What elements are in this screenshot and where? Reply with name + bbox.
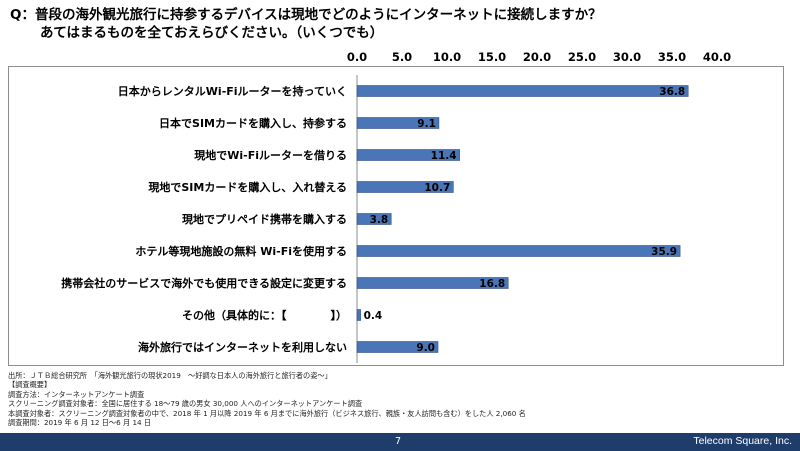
category-label: 日本でSIMカードを購入し、持参する xyxy=(159,116,347,130)
source-line: スクリーニング調査対象者：全国に居住する 18～79 歳の男女 30,000 人… xyxy=(8,399,363,409)
bar xyxy=(356,149,460,161)
question-line-1: Q：普段の海外観光旅行に持参するデバイスは現地でどのようにインターネットに接続し… xyxy=(10,7,602,23)
bar xyxy=(356,117,440,129)
data-label: 10.7 xyxy=(424,182,450,194)
source-line: 出所：ＪＴＢ総合研究所 「海外観光旅行の現状2019 ～好調な日本人の海外旅行と… xyxy=(8,371,332,380)
category-label: 現地でプリペイド携帯を購入する xyxy=(182,212,347,226)
x-tick-label: 35.0 xyxy=(658,50,686,64)
category-label: その他（具体的に：【 】） xyxy=(182,308,347,322)
data-label: 11.4 xyxy=(431,150,457,162)
x-tick-label: 0.0 xyxy=(347,50,367,64)
bar xyxy=(356,277,509,289)
data-label: 9.0 xyxy=(416,342,435,354)
bar xyxy=(356,213,392,225)
x-tick-label: 15.0 xyxy=(478,50,506,64)
x-tick-label: 40.0 xyxy=(703,50,731,64)
bar xyxy=(356,181,454,193)
source-line: 【調査概要】 xyxy=(8,380,52,390)
data-label: 35.9 xyxy=(651,246,677,258)
data-label: 0.4 xyxy=(364,310,383,322)
category-label: 現地でSIMカードを購入し、入れ替える xyxy=(148,180,347,194)
category-label: 日本からレンタルWi-Fiルーターを持っていく xyxy=(118,84,347,98)
data-label: 9.1 xyxy=(417,118,436,130)
bar xyxy=(356,245,681,257)
category-label: 現地でWi-Fiルーターを借りる xyxy=(194,148,347,162)
footer-bar: 7 Telecom Square, Inc. xyxy=(0,433,800,451)
data-label: 3.8 xyxy=(370,214,389,226)
bar xyxy=(356,309,361,321)
source-line: 本調査対象者：スクリーニング調査対象者の中で、2018 年 1 月以降 2019… xyxy=(8,408,526,418)
bar xyxy=(356,85,689,97)
category-label: ホテル等現地施設の無料 Wi-Fiを使用する xyxy=(135,244,347,258)
x-tick-label: 5.0 xyxy=(392,50,412,64)
source-line: 調査方法：インターネットアンケート調査 xyxy=(8,389,145,399)
source-line: 調査期間：2019 年 6 月 12 日～6 月 14 日 xyxy=(8,418,152,428)
x-tick-label: 10.0 xyxy=(433,50,461,64)
page-number: 7 xyxy=(395,436,402,447)
data-label: 36.8 xyxy=(659,86,685,98)
question-line-2: あてはまるものを全ておえらびください。（いくつでも） xyxy=(40,25,384,41)
question-title: Q：普段の海外観光旅行に持参するデバイスは現地でどのようにインターネットに接続し… xyxy=(10,6,790,42)
chart-frame xyxy=(8,66,784,366)
bar xyxy=(356,341,439,353)
x-tick-label: 20.0 xyxy=(523,50,551,64)
data-label: 16.8 xyxy=(479,278,505,290)
x-tick-label: 30.0 xyxy=(613,50,641,64)
source-notes: 出所：ＪＴＢ総合研究所 「海外観光旅行の現状2019 ～好調な日本人の海外旅行と… xyxy=(8,371,788,427)
category-label: 携帯会社のサービスで海外でも使用できる設定に変更する xyxy=(61,276,347,290)
x-tick-label: 25.0 xyxy=(568,50,596,64)
brand-name: Telecom Square, Inc. xyxy=(693,435,792,447)
bar-chart: 0.0 5.0 10.0 15.0 20.0 25.0 30.0 35.0 40.0 日本からレン… xyxy=(61,50,731,363)
category-label: 海外旅行ではインターネットを利用しない xyxy=(138,340,347,354)
